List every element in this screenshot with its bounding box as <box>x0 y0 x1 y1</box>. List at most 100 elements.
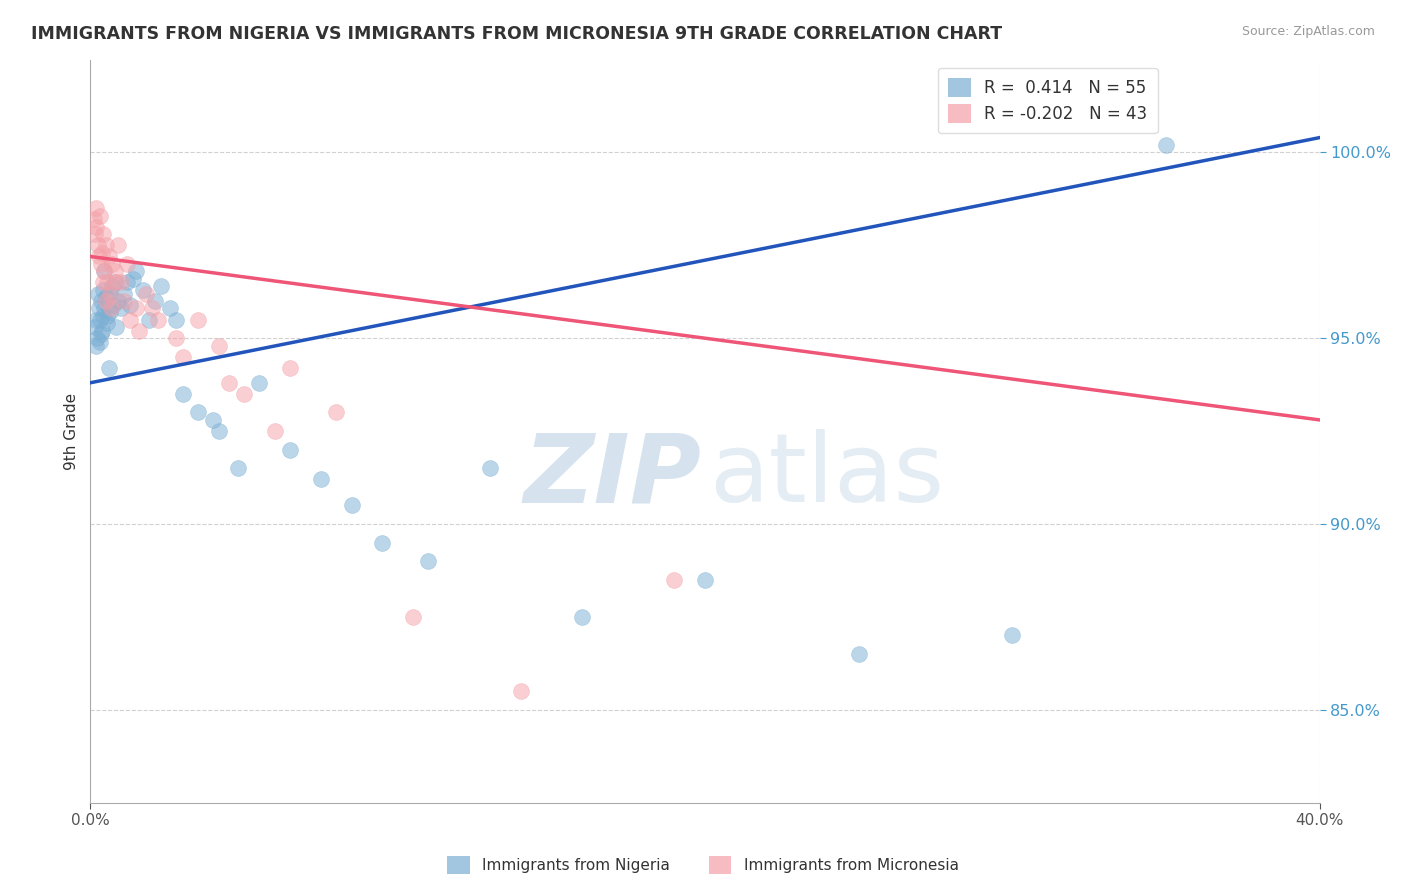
Point <box>112 294 135 309</box>
Point <box>165 331 187 345</box>
Text: atlas: atlas <box>709 429 943 522</box>
Point <box>125 264 148 278</box>
Point <box>98 305 121 319</box>
Point <box>83 212 105 227</box>
Point <box>172 387 194 401</box>
Point <box>122 272 145 286</box>
Point <box>115 276 138 290</box>
Point <box>104 276 127 290</box>
Point <box>93 264 115 278</box>
Point <box>96 309 118 323</box>
Text: IMMIGRANTS FROM NIGERIA VS IMMIGRANTS FROM MICRONESIA 9TH GRADE CORRELATION CHAR: IMMIGRANTS FROM NIGERIA VS IMMIGRANTS FR… <box>31 25 1002 43</box>
Point <box>110 276 132 290</box>
Point <box>187 312 209 326</box>
Point <box>107 238 129 252</box>
Point <box>89 312 111 326</box>
Point <box>664 573 686 587</box>
Point <box>509 684 531 698</box>
Point <box>226 461 249 475</box>
Point <box>91 276 114 290</box>
Point <box>278 442 301 457</box>
Point <box>371 535 394 549</box>
Point <box>97 360 120 375</box>
Point <box>187 405 209 419</box>
Point <box>91 245 114 260</box>
Point <box>97 286 120 301</box>
Point <box>93 264 115 278</box>
Point <box>115 257 138 271</box>
Point <box>87 238 110 252</box>
Point <box>120 298 142 312</box>
Point <box>263 424 285 438</box>
Point <box>693 573 716 587</box>
Point <box>89 334 111 349</box>
Point <box>120 312 142 326</box>
Point <box>105 320 128 334</box>
Point <box>150 279 173 293</box>
Point <box>96 294 118 309</box>
Text: ZIP: ZIP <box>523 429 702 522</box>
Point <box>87 250 110 264</box>
Point <box>86 312 108 326</box>
Point <box>87 286 110 301</box>
Point <box>91 324 114 338</box>
Point <box>202 413 225 427</box>
Point <box>309 472 332 486</box>
Legend: R =  0.414   N = 55, R = -0.202   N = 43: R = 0.414 N = 55, R = -0.202 N = 43 <box>938 68 1157 133</box>
Point <box>571 609 593 624</box>
Legend: Immigrants from Nigeria, Immigrants from Micronesia: Immigrants from Nigeria, Immigrants from… <box>441 850 965 880</box>
Point <box>848 647 870 661</box>
Point <box>87 301 110 316</box>
Point <box>172 350 194 364</box>
Y-axis label: 9th Grade: 9th Grade <box>65 392 79 469</box>
Point <box>110 301 132 316</box>
Point <box>103 298 125 312</box>
Point <box>97 250 120 264</box>
Point <box>112 286 135 301</box>
Point <box>105 276 128 290</box>
Point <box>325 405 347 419</box>
Point <box>165 312 187 326</box>
Point <box>208 424 231 438</box>
Point <box>402 609 425 624</box>
Point <box>131 283 153 297</box>
Point <box>159 301 181 316</box>
Point <box>84 227 107 242</box>
Point <box>84 338 107 352</box>
Point <box>96 316 118 330</box>
Point <box>143 294 166 309</box>
Point <box>141 301 163 316</box>
Point <box>84 320 107 334</box>
Text: Source: ZipAtlas.com: Source: ZipAtlas.com <box>1241 25 1375 38</box>
Point <box>1001 628 1024 642</box>
Point <box>86 219 108 234</box>
Point <box>138 312 160 326</box>
Point <box>94 238 117 252</box>
Point <box>478 461 501 475</box>
Point <box>94 290 117 304</box>
Point <box>90 257 112 271</box>
Point <box>218 376 240 390</box>
Point <box>128 324 150 338</box>
Point <box>107 294 129 309</box>
Point <box>84 201 107 215</box>
Point <box>100 301 122 316</box>
Point <box>90 327 112 342</box>
Point <box>91 309 114 323</box>
Point <box>146 312 169 326</box>
Point <box>233 387 256 401</box>
Point <box>125 301 148 316</box>
Point <box>135 286 157 301</box>
Point <box>278 360 301 375</box>
Point <box>1154 138 1177 153</box>
Point <box>96 276 118 290</box>
Point <box>247 376 270 390</box>
Point <box>418 554 440 568</box>
Point <box>93 301 115 316</box>
Point <box>91 283 114 297</box>
Point <box>98 286 121 301</box>
Point <box>208 338 231 352</box>
Point <box>91 227 114 242</box>
Point <box>89 209 111 223</box>
Point <box>86 331 108 345</box>
